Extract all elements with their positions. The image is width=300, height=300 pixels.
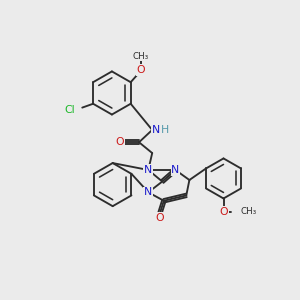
Text: N: N [144,187,152,197]
Text: N: N [152,125,160,135]
Text: O: O [156,213,164,223]
Text: N: N [144,165,152,175]
Text: O: O [219,207,228,217]
Text: N: N [171,165,180,175]
Text: Cl: Cl [64,105,74,115]
Text: H: H [161,125,169,135]
Text: CH₃: CH₃ [241,207,257,216]
Text: CH₃: CH₃ [133,52,149,61]
Text: O: O [115,137,124,147]
Text: O: O [136,65,145,75]
